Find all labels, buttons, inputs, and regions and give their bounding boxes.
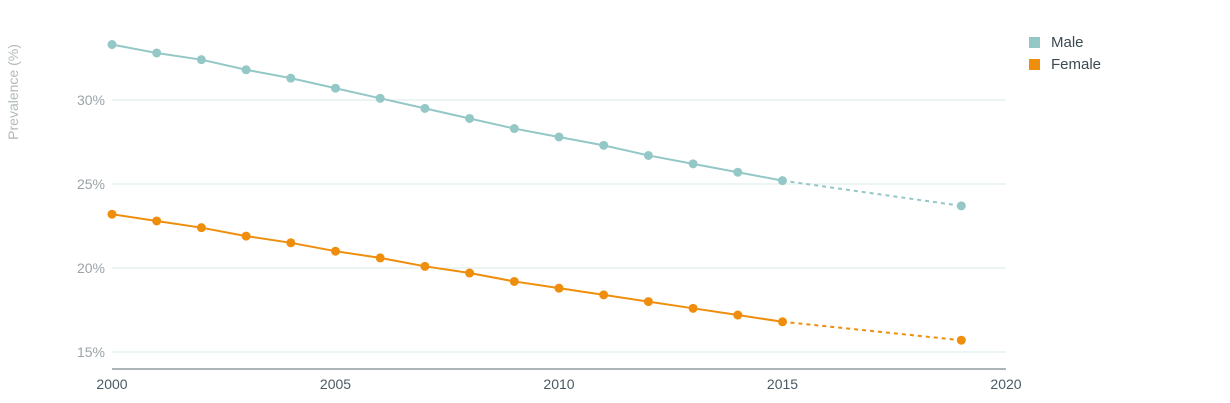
data-point[interactable]	[465, 113, 475, 123]
data-point[interactable]	[107, 209, 117, 219]
gridlines	[112, 99, 1006, 353]
y-tick-label: 30%	[77, 92, 105, 108]
legend-swatch	[1029, 37, 1040, 48]
data-point[interactable]	[241, 231, 251, 241]
series-female	[107, 209, 966, 345]
y-tick-label: 25%	[77, 176, 105, 192]
data-point[interactable]	[778, 317, 787, 327]
data-point[interactable]	[643, 297, 653, 307]
data-point[interactable]	[152, 48, 162, 58]
x-tick-label: 2010	[543, 376, 574, 392]
data-point[interactable]	[599, 140, 609, 150]
data-point[interactable]	[733, 310, 743, 320]
data-point[interactable]	[688, 303, 698, 313]
data-point[interactable]	[420, 103, 430, 113]
legend-label: Female	[1051, 56, 1101, 73]
projected-point[interactable]	[956, 201, 966, 211]
data-point[interactable]	[375, 253, 385, 263]
legend[interactable]: Male Female	[1029, 34, 1101, 73]
projected-point[interactable]	[956, 335, 966, 345]
data-point[interactable]	[107, 40, 117, 50]
data-point[interactable]	[599, 290, 609, 300]
series-male	[107, 40, 966, 211]
projection-line	[782, 320, 962, 342]
series-line	[111, 213, 783, 323]
y-tick-label: 20%	[77, 260, 105, 276]
data-point[interactable]	[241, 65, 251, 75]
axes: 15% 20% 25% 30% 2000 2005 2010 2015 2020	[77, 92, 1022, 392]
x-tick-label: 2000	[96, 376, 127, 392]
data-point[interactable]	[643, 150, 653, 160]
x-tick-label: 2020	[990, 376, 1021, 392]
y-axis-title: Prevalence (%)	[5, 44, 21, 140]
data-point[interactable]	[688, 159, 698, 169]
series-layer	[107, 40, 966, 345]
data-point[interactable]	[196, 223, 206, 233]
data-point[interactable]	[554, 283, 564, 293]
data-point[interactable]	[196, 55, 206, 65]
legend-swatch	[1029, 59, 1040, 70]
data-point[interactable]	[331, 246, 340, 256]
series-line	[111, 43, 783, 182]
x-tick-label: 2005	[320, 376, 351, 392]
data-point[interactable]	[286, 73, 296, 83]
legend-label: Male	[1051, 34, 1084, 51]
legend-item-female[interactable]: Female	[1029, 56, 1101, 73]
data-point[interactable]	[375, 93, 385, 103]
data-point[interactable]	[465, 268, 475, 278]
x-tick-label: 2015	[767, 376, 798, 392]
data-point[interactable]	[509, 276, 519, 286]
data-point[interactable]	[420, 261, 430, 271]
data-point[interactable]	[331, 83, 340, 93]
data-point[interactable]	[554, 132, 564, 142]
data-point[interactable]	[778, 176, 787, 186]
data-point[interactable]	[509, 124, 519, 134]
data-point[interactable]	[152, 216, 162, 226]
legend-item-male[interactable]: Male	[1029, 34, 1084, 51]
projection-line	[782, 179, 962, 207]
y-tick-label: 15%	[77, 344, 105, 360]
data-point[interactable]	[733, 167, 743, 177]
data-point[interactable]	[286, 238, 296, 248]
